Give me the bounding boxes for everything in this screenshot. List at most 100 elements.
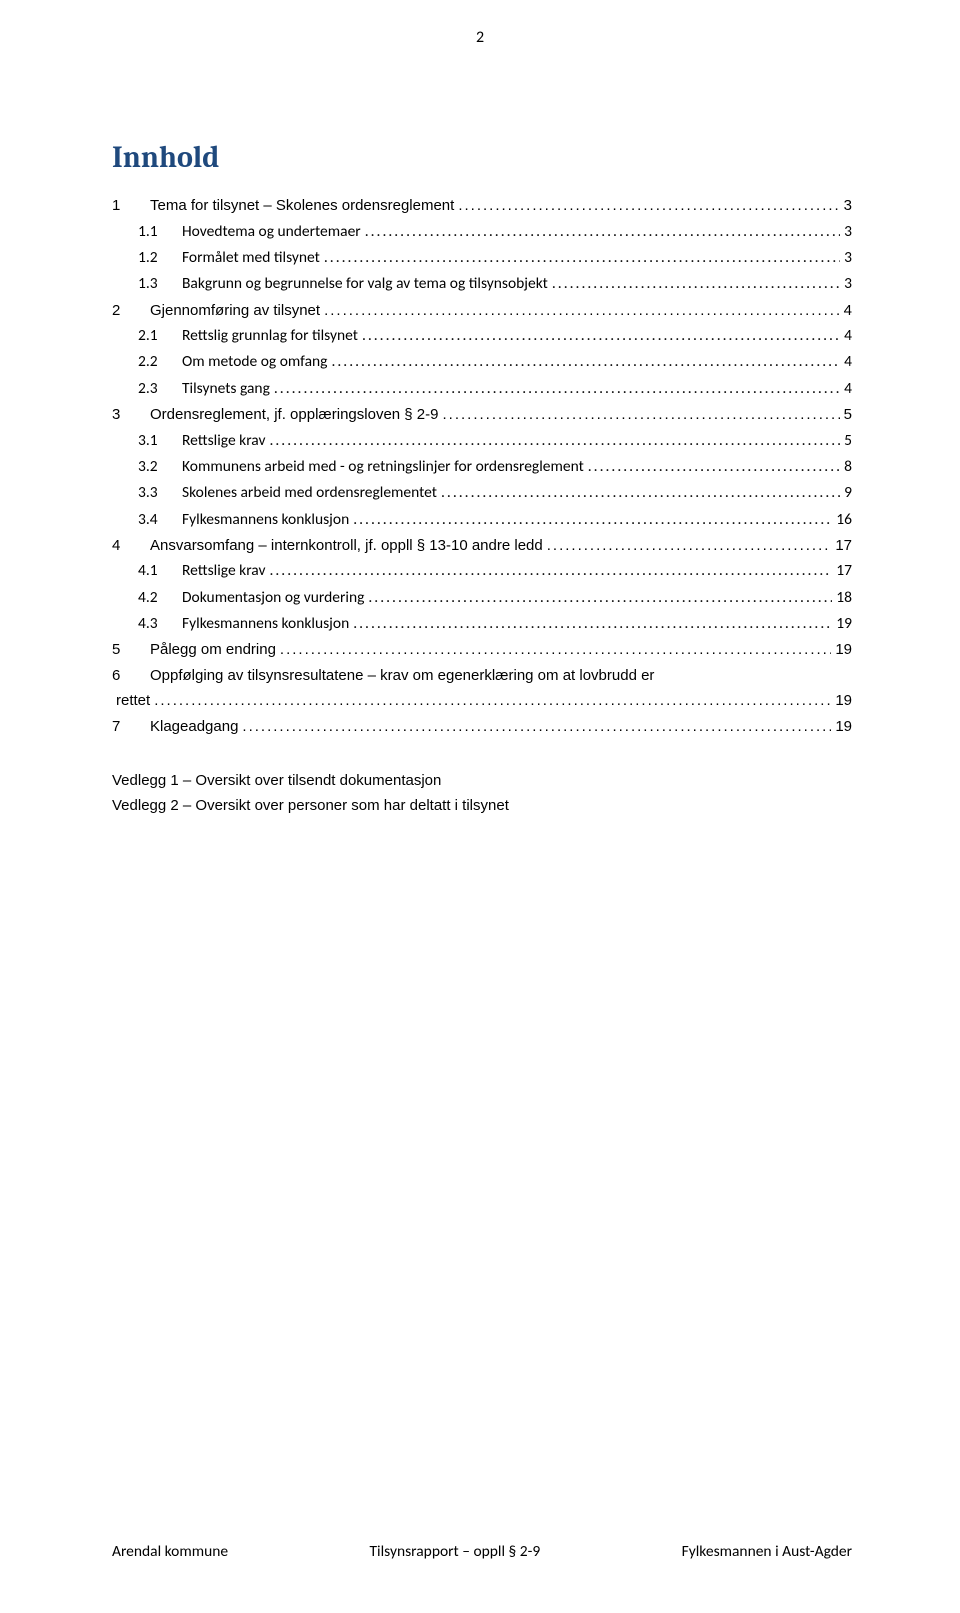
toc-entry-page: 5 bbox=[840, 402, 852, 428]
toc-entry: 3.3Skolenes arbeid med ordensreglementet… bbox=[112, 480, 852, 506]
toc-entry: 5Pålegg om endring......................… bbox=[112, 637, 852, 663]
toc-entry-page: 3 bbox=[840, 193, 852, 219]
appendix-list: Vedlegg 1 – Oversikt over tilsendt dokum… bbox=[112, 769, 852, 819]
toc-entry-number: 4.3 bbox=[138, 611, 178, 637]
toc-leader-dots: ........................................… bbox=[548, 271, 840, 297]
toc-entry: 4.1Rettslige krav.......................… bbox=[112, 558, 852, 584]
toc-entry-page: 17 bbox=[831, 533, 852, 559]
toc-entry-number: 1.3 bbox=[138, 271, 178, 297]
toc-leader-dots: ........................................… bbox=[437, 480, 840, 506]
toc-entry: 2.1Rettslig grunnlag for tilsynet.......… bbox=[112, 323, 852, 349]
toc-entry-number: 3 bbox=[112, 402, 146, 428]
toc-entry-number: 3.4 bbox=[138, 507, 178, 533]
toc-entry-page: 9 bbox=[840, 480, 852, 506]
table-of-contents: 1Tema for tilsynet – Skolenes ordensregl… bbox=[112, 193, 852, 739]
toc-entry-page: 17 bbox=[832, 558, 852, 584]
toc-leader-dots: ........................................… bbox=[364, 585, 832, 611]
toc-entry-label: rettet bbox=[112, 688, 150, 714]
toc-entry-label: Fylkesmannens konklusjon bbox=[178, 507, 349, 533]
toc-entry: 3.1Rettslige krav.......................… bbox=[112, 428, 852, 454]
toc-entry-number: 3.2 bbox=[138, 454, 178, 480]
toc-entry: 7Klageadgang............................… bbox=[112, 714, 852, 740]
toc-entry-label: Tilsynets gang bbox=[178, 376, 270, 402]
toc-leader-dots: ........................................… bbox=[276, 637, 831, 663]
toc-entry-number: 2.3 bbox=[138, 376, 178, 402]
toc-entry: 2.2Om metode og omfang..................… bbox=[112, 349, 852, 375]
toc-entry-page: 19 bbox=[832, 611, 852, 637]
toc-entry-page: 19 bbox=[831, 637, 852, 663]
toc-leader-dots: ........................................… bbox=[327, 349, 840, 375]
toc-leader-dots: ........................................… bbox=[320, 298, 840, 324]
toc-entry-label: Formålet med tilsynet bbox=[178, 245, 320, 271]
toc-entry-page: 4 bbox=[840, 376, 852, 402]
toc-entry-label: Hovedtema og undertemaer bbox=[178, 219, 361, 245]
toc-entry-number: 4.2 bbox=[138, 585, 178, 611]
toc-entry-number: 3.3 bbox=[138, 480, 178, 506]
toc-entry: 3.4Fylkesmannens konklusjon.............… bbox=[112, 507, 852, 533]
toc-leader-dots: ........................................… bbox=[584, 454, 840, 480]
toc-entry-number: 1.1 bbox=[138, 219, 178, 245]
toc-entry-page: 3 bbox=[840, 245, 852, 271]
toc-entry-page: 16 bbox=[832, 507, 852, 533]
toc-entry-label: Rettslig grunnlag for tilsynet bbox=[178, 323, 358, 349]
toc-entry: 1.3Bakgrunn og begrunnelse for valg av t… bbox=[112, 271, 852, 297]
toc-entry: 6Oppfølging av tilsynsresultatene – krav… bbox=[112, 663, 852, 689]
toc-entry: 3.2Kommunens arbeid med - og retningslin… bbox=[112, 454, 852, 480]
toc-leader-dots: ........................................… bbox=[270, 376, 840, 402]
toc-entry-page: 5 bbox=[840, 428, 852, 454]
appendix-line: Vedlegg 2 – Oversikt over personer som h… bbox=[112, 794, 852, 819]
toc-entry: 1.1Hovedtema og undertemaer.............… bbox=[112, 219, 852, 245]
toc-entry-number: 5 bbox=[112, 637, 146, 663]
toc-entry-page: 4 bbox=[840, 323, 852, 349]
toc-entry-page: 18 bbox=[832, 585, 852, 611]
appendix-line: Vedlegg 1 – Oversikt over tilsendt dokum… bbox=[112, 769, 852, 794]
toc-entry-number: 1 bbox=[112, 193, 146, 219]
toc-leader-dots: ........................................… bbox=[150, 688, 831, 714]
toc-entry-page: 4 bbox=[840, 349, 852, 375]
toc-entry-page: 3 bbox=[840, 271, 852, 297]
toc-leader-dots: ........................................… bbox=[265, 428, 840, 454]
toc-entry: 2.3Tilsynets gang.......................… bbox=[112, 376, 852, 402]
toc-entry: rettet..................................… bbox=[112, 688, 852, 714]
toc-entry: 1.2Formålet med tilsynet................… bbox=[112, 245, 852, 271]
toc-entry-number: 7 bbox=[112, 714, 146, 740]
toc-entry-label: Bakgrunn og begrunnelse for valg av tema… bbox=[178, 271, 548, 297]
toc-entry-label: Pålegg om endring bbox=[146, 637, 276, 663]
toc-entry-number: 4.1 bbox=[138, 558, 178, 584]
toc-leader-dots: ........................................… bbox=[238, 714, 831, 740]
toc-entry: 1Tema for tilsynet – Skolenes ordensregl… bbox=[112, 193, 852, 219]
toc-entry: 4.3Fylkesmannens konklusjon.............… bbox=[112, 611, 852, 637]
toc-entry-label: Rettslige krav bbox=[178, 428, 265, 454]
footer-right: Fylkesmannen i Aust-Agder bbox=[682, 1542, 852, 1561]
toc-entry-page: 3 bbox=[840, 219, 852, 245]
toc-title: Innhold bbox=[112, 140, 852, 175]
toc-leader-dots: ........................................… bbox=[454, 193, 839, 219]
toc-entry-label: Ansvarsomfang – internkontroll, jf. oppl… bbox=[146, 533, 543, 559]
toc-entry-page: 8 bbox=[840, 454, 852, 480]
toc-entry-number: 6 bbox=[112, 663, 146, 689]
footer-center: Tilsynsrapport – oppll § 2-9 bbox=[370, 1542, 541, 1561]
toc-entry-label: Fylkesmannens konklusjon bbox=[178, 611, 349, 637]
toc-leader-dots: ........................................… bbox=[361, 219, 840, 245]
toc-leader-dots: ........................................… bbox=[349, 611, 832, 637]
toc-entry: 4Ansvarsomfang – internkontroll, jf. opp… bbox=[112, 533, 852, 559]
toc-entry-label: Tema for tilsynet – Skolenes ordensregle… bbox=[146, 193, 454, 219]
page-number: 2 bbox=[0, 28, 960, 47]
page-content: Innhold 1Tema for tilsynet – Skolenes or… bbox=[112, 140, 852, 819]
toc-entry: 3Ordensreglement, jf. opplæringsloven § … bbox=[112, 402, 852, 428]
toc-entry-number: 4 bbox=[112, 533, 146, 559]
toc-entry-page: 19 bbox=[831, 688, 852, 714]
toc-leader-dots: ........................................… bbox=[349, 507, 832, 533]
toc-entry-page: 19 bbox=[831, 714, 852, 740]
toc-entry-label: Klageadgang bbox=[146, 714, 238, 740]
toc-entry-number: 2 bbox=[112, 298, 146, 324]
toc-entry-label: Oppfølging av tilsynsresultatene – krav … bbox=[146, 663, 654, 689]
toc-leader-dots: ........................................… bbox=[358, 323, 840, 349]
toc-entry-label: Dokumentasjon og vurdering bbox=[178, 585, 364, 611]
toc-entry: 2Gjennomføring av tilsynet..............… bbox=[112, 298, 852, 324]
toc-entry-number: 2.1 bbox=[138, 323, 178, 349]
toc-leader-dots: ........................................… bbox=[265, 558, 832, 584]
toc-leader-dots: ........................................… bbox=[543, 533, 832, 559]
toc-entry-page: 4 bbox=[840, 298, 852, 324]
toc-entry-label: Om metode og omfang bbox=[178, 349, 327, 375]
